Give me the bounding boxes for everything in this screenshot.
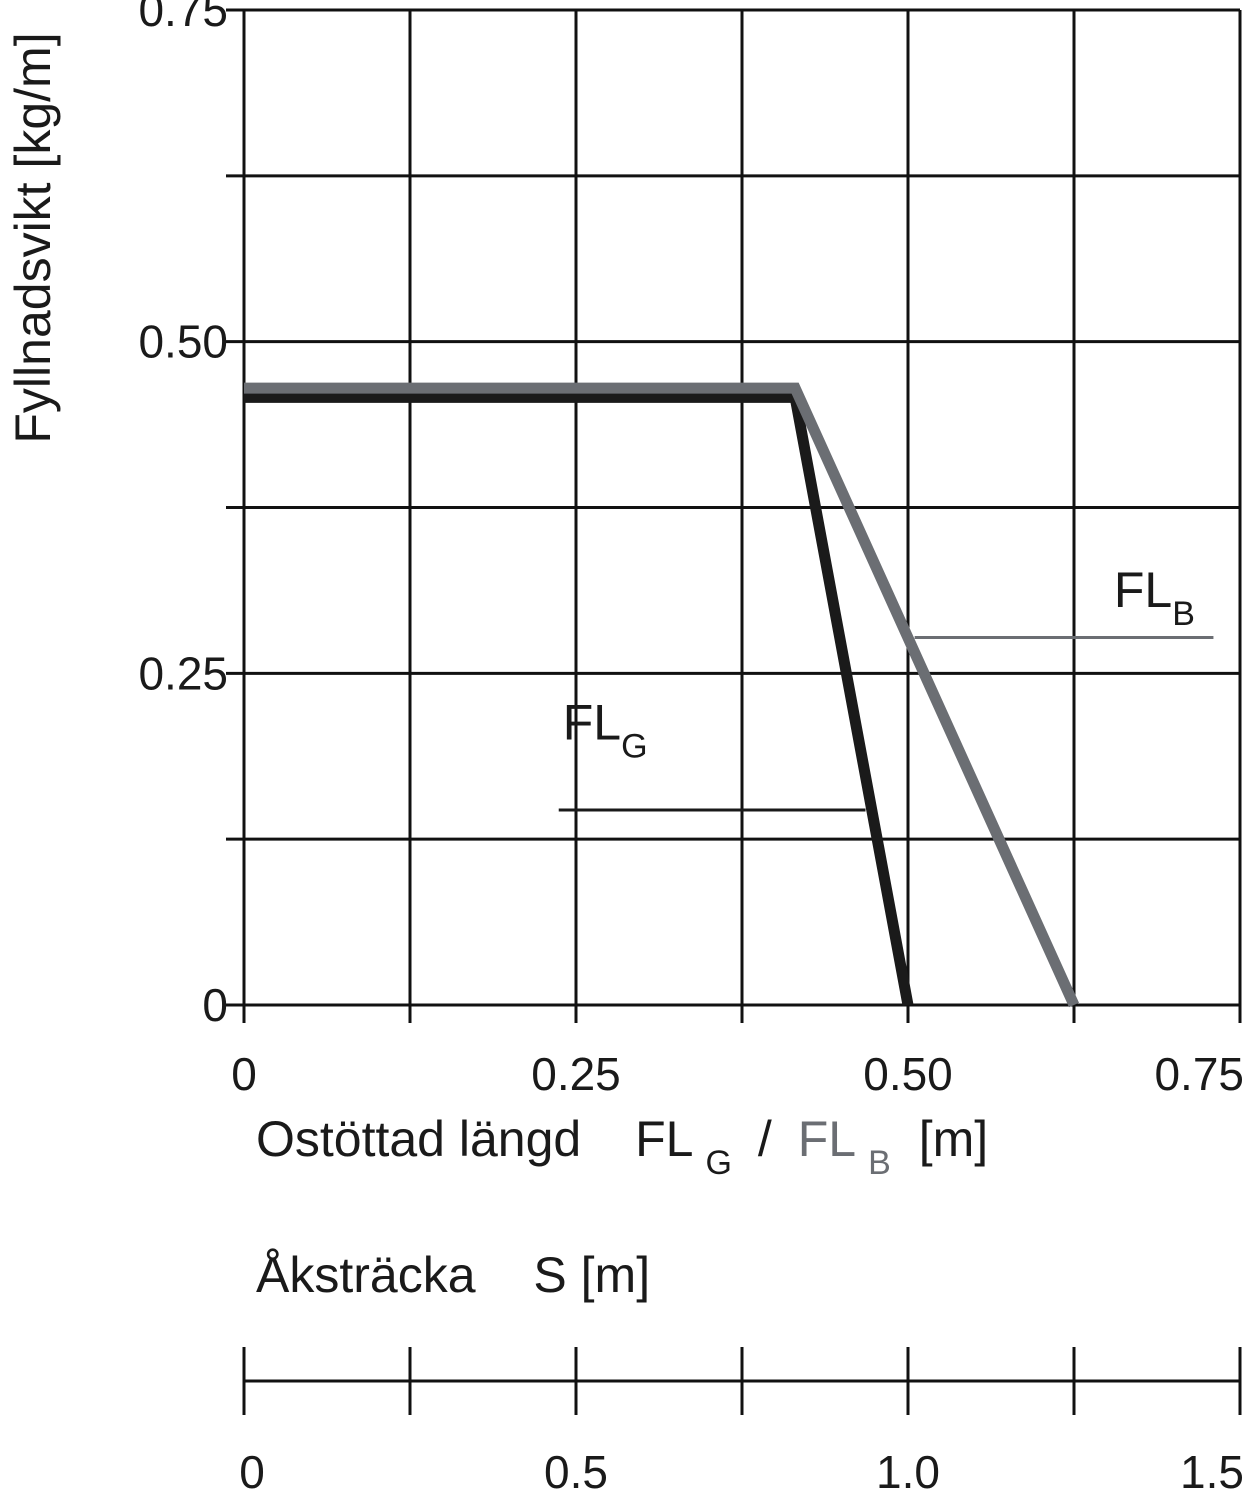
axis-layer [226,8,1242,1415]
secondary-axis-tick-label: 1.0 [876,1446,940,1498]
x-axis-title-g: FL [635,1111,693,1167]
y-tick-label: 0 [202,979,228,1031]
x-axis-title-slash: / [758,1111,772,1167]
annotation-label-main: FL [1114,562,1172,618]
x-axis-title: Ostöttad längd FL G / FL B [m] [256,1111,988,1185]
x-tick-label: 0.25 [531,1048,621,1100]
x-tick-label: 0 [231,1048,257,1100]
y-tick-label: 0.50 [138,316,228,368]
annotation-label-main: FL [563,695,621,751]
annotation-label-flg: FLG [563,695,648,766]
annotation-label-flb: FLB [1114,562,1195,633]
x-tick-label: 0.75 [1154,1048,1244,1100]
secondary-axis-title-label: Åksträcka [256,1247,476,1303]
series-line-flb [244,382,1080,1008]
x-axis-title-g-sub: G [706,1144,732,1182]
secondary-axis-tick-label: 0 [239,1446,265,1498]
x-tick-label: 0.50 [863,1048,953,1100]
annotation-label-sub: G [621,728,647,766]
secondary-axis-title: Åksträcka S [m] [256,1247,650,1303]
series-layer [244,382,1080,1008]
label-layer: 0 0.25 0.50 0.75 0 0.25 0.50 0.75 0 0.5 1.0 1.5 [138,0,1244,1498]
secondary-axis-title-unit: S [m] [533,1247,650,1303]
y-tick-label: 0.25 [138,647,228,699]
x-axis-title-b-sub: B [868,1144,891,1182]
y-axis-title: Fyllnadsvikt [kg/m] [5,32,61,443]
x-axis-title-main: Ostöttad längd [256,1111,581,1167]
x-axis-title-unit: [m] [919,1111,988,1167]
secondary-axis-tick-label: 1.5 [1180,1446,1244,1498]
annotation-label-sub: B [1172,595,1195,633]
x-axis-title-b: FL [798,1111,856,1167]
y-tick-label: 0.75 [138,0,228,36]
secondary-axis-tick-label: 0.5 [544,1446,608,1498]
grid-layer [242,8,1242,1007]
